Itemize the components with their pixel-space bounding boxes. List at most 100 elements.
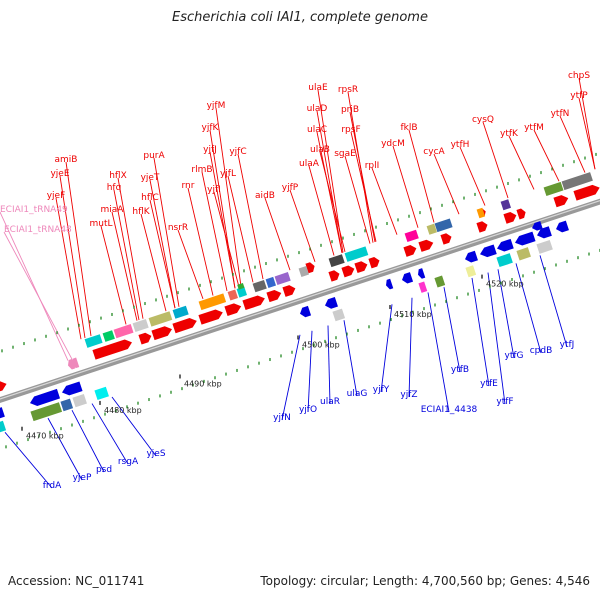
gene-label-top: amiB: [55, 155, 78, 165]
leader-line: [344, 155, 371, 244]
gene-label-bottom: ulaG: [347, 389, 368, 399]
leader-line: [559, 115, 586, 173]
leader-line: [215, 107, 242, 287]
leader-line: [392, 145, 419, 228]
cog-block: [418, 281, 428, 293]
reverse-gene-arrow: [465, 250, 478, 263]
leader-line: [113, 189, 140, 321]
leader-line: [91, 403, 129, 465]
gene-label-top: miaA: [101, 205, 125, 215]
forward-gene-arrow: [503, 211, 517, 224]
leader-line: [408, 129, 435, 223]
cog-block: [252, 279, 267, 293]
reverse-gene-arrow: [386, 278, 394, 290]
gene-labels: amiB yjeE yjeF mutL miaA hfq hflX hflK hflC yjeT p…: [0, 71, 590, 491]
leader-line: [343, 320, 358, 397]
cog-block: [476, 207, 486, 219]
leader-line: [578, 97, 596, 170]
forward-gene-arrow: [573, 184, 600, 201]
cog-block: [60, 398, 74, 412]
leader-line: [281, 334, 301, 421]
gene-label-bottom: ytfB: [451, 365, 469, 375]
gene-label-bottom: yjfY: [373, 385, 390, 395]
gene-label-top: hflK: [132, 207, 150, 217]
cog-block: [265, 276, 277, 288]
gene-label-top: mutL: [89, 219, 112, 229]
gene-label-top: yjeT: [141, 173, 160, 183]
reverse-gene-arrow: [402, 272, 414, 284]
gene-label-top: ytfP: [570, 91, 588, 101]
cog-block: [561, 172, 593, 191]
cog-block: [434, 275, 446, 288]
forward-gene-arrow: [341, 265, 355, 278]
gene-label-top: yjfK: [202, 123, 220, 133]
gene-label-bottom: ulaR: [320, 397, 340, 407]
leader-line: [459, 146, 486, 206]
cog-block: [94, 386, 109, 400]
gene-label-top: sgaE: [334, 149, 356, 159]
kbp-tick-label: 4510 kbp: [394, 310, 432, 319]
forward-gene-arrow: [138, 332, 152, 345]
gene-label-top: fklB: [400, 123, 417, 133]
rna-feature: [72, 357, 80, 369]
gene-label-top: hflC: [141, 193, 159, 203]
cog-block: [536, 239, 553, 254]
leader-line: [71, 409, 105, 473]
forward-gene-arrow: [151, 326, 172, 341]
cog-block: [102, 330, 115, 342]
forward-gene-arrow: [266, 289, 282, 303]
gene-label-top: ulaC: [307, 125, 327, 135]
forward-gene-arrow: [92, 339, 132, 360]
gene-label-top: rnr: [182, 181, 195, 191]
leader-line: [307, 330, 313, 413]
leader-line: [187, 187, 214, 296]
gene-label-bottom: yjfZ: [400, 390, 417, 400]
leader-line: [65, 161, 92, 336]
cog-block: [328, 254, 345, 268]
leader-line: [427, 292, 450, 413]
gene-label-top: priB: [341, 105, 359, 115]
leader-line: [149, 199, 176, 309]
backbone-highlight: [0, 199, 600, 400]
gene-label-top: ytfH: [451, 140, 470, 150]
cog-block: [516, 247, 531, 261]
kbp-ticks: 4470 kbp 4480 kbp 4490 kbp 4500 kbp 4510 kbp…: [1, 152, 600, 449]
gene-label-top: ulaB: [310, 145, 330, 155]
reverse-gene-arrow: [497, 238, 514, 252]
cog-block: [72, 394, 87, 408]
gene-label-top: ytfK: [500, 129, 519, 139]
cog-block: [404, 229, 419, 243]
cog-block: [543, 181, 564, 197]
leader-line: [289, 189, 316, 262]
kbp-tick-label: 4490 kbp: [184, 379, 222, 388]
cog-block: [465, 265, 477, 278]
leader-line: [201, 171, 228, 292]
leader-line: [371, 167, 398, 235]
cog-block: [298, 266, 310, 278]
map-title: Escherichia coli IAI1, complete genome: [172, 10, 428, 25]
leader-line: [227, 175, 254, 283]
forward-gene-arrow: [282, 285, 296, 297]
reverse-gene-arrow: [62, 381, 83, 396]
gene-label-bottom: yjeP: [73, 473, 92, 483]
reverse-gene-arrow: [325, 297, 338, 309]
forward-gene-arrow: [242, 295, 265, 311]
reverse-gene-arrow: [480, 244, 497, 258]
label-leader-lines: [0, 77, 596, 489]
reverse-gene-arrow: [30, 388, 61, 406]
forward-gene-arrow: [440, 233, 452, 245]
cog-block: [30, 402, 63, 422]
leader-line: [117, 177, 144, 319]
leader-line: [347, 91, 374, 243]
leader-line: [264, 197, 291, 271]
gene-label-top: chpS: [568, 71, 590, 81]
forward-gene-arrow: [172, 318, 197, 334]
reverse-gene-arrow: [300, 305, 312, 318]
leader-line: [237, 153, 264, 280]
leader-line: [319, 151, 346, 253]
gene-label-top: cycA: [423, 147, 445, 157]
gene-label-top: ulaE: [308, 83, 328, 93]
gene-label-top: ulaA: [299, 159, 320, 169]
gene-label-top: ytfM: [524, 123, 544, 133]
